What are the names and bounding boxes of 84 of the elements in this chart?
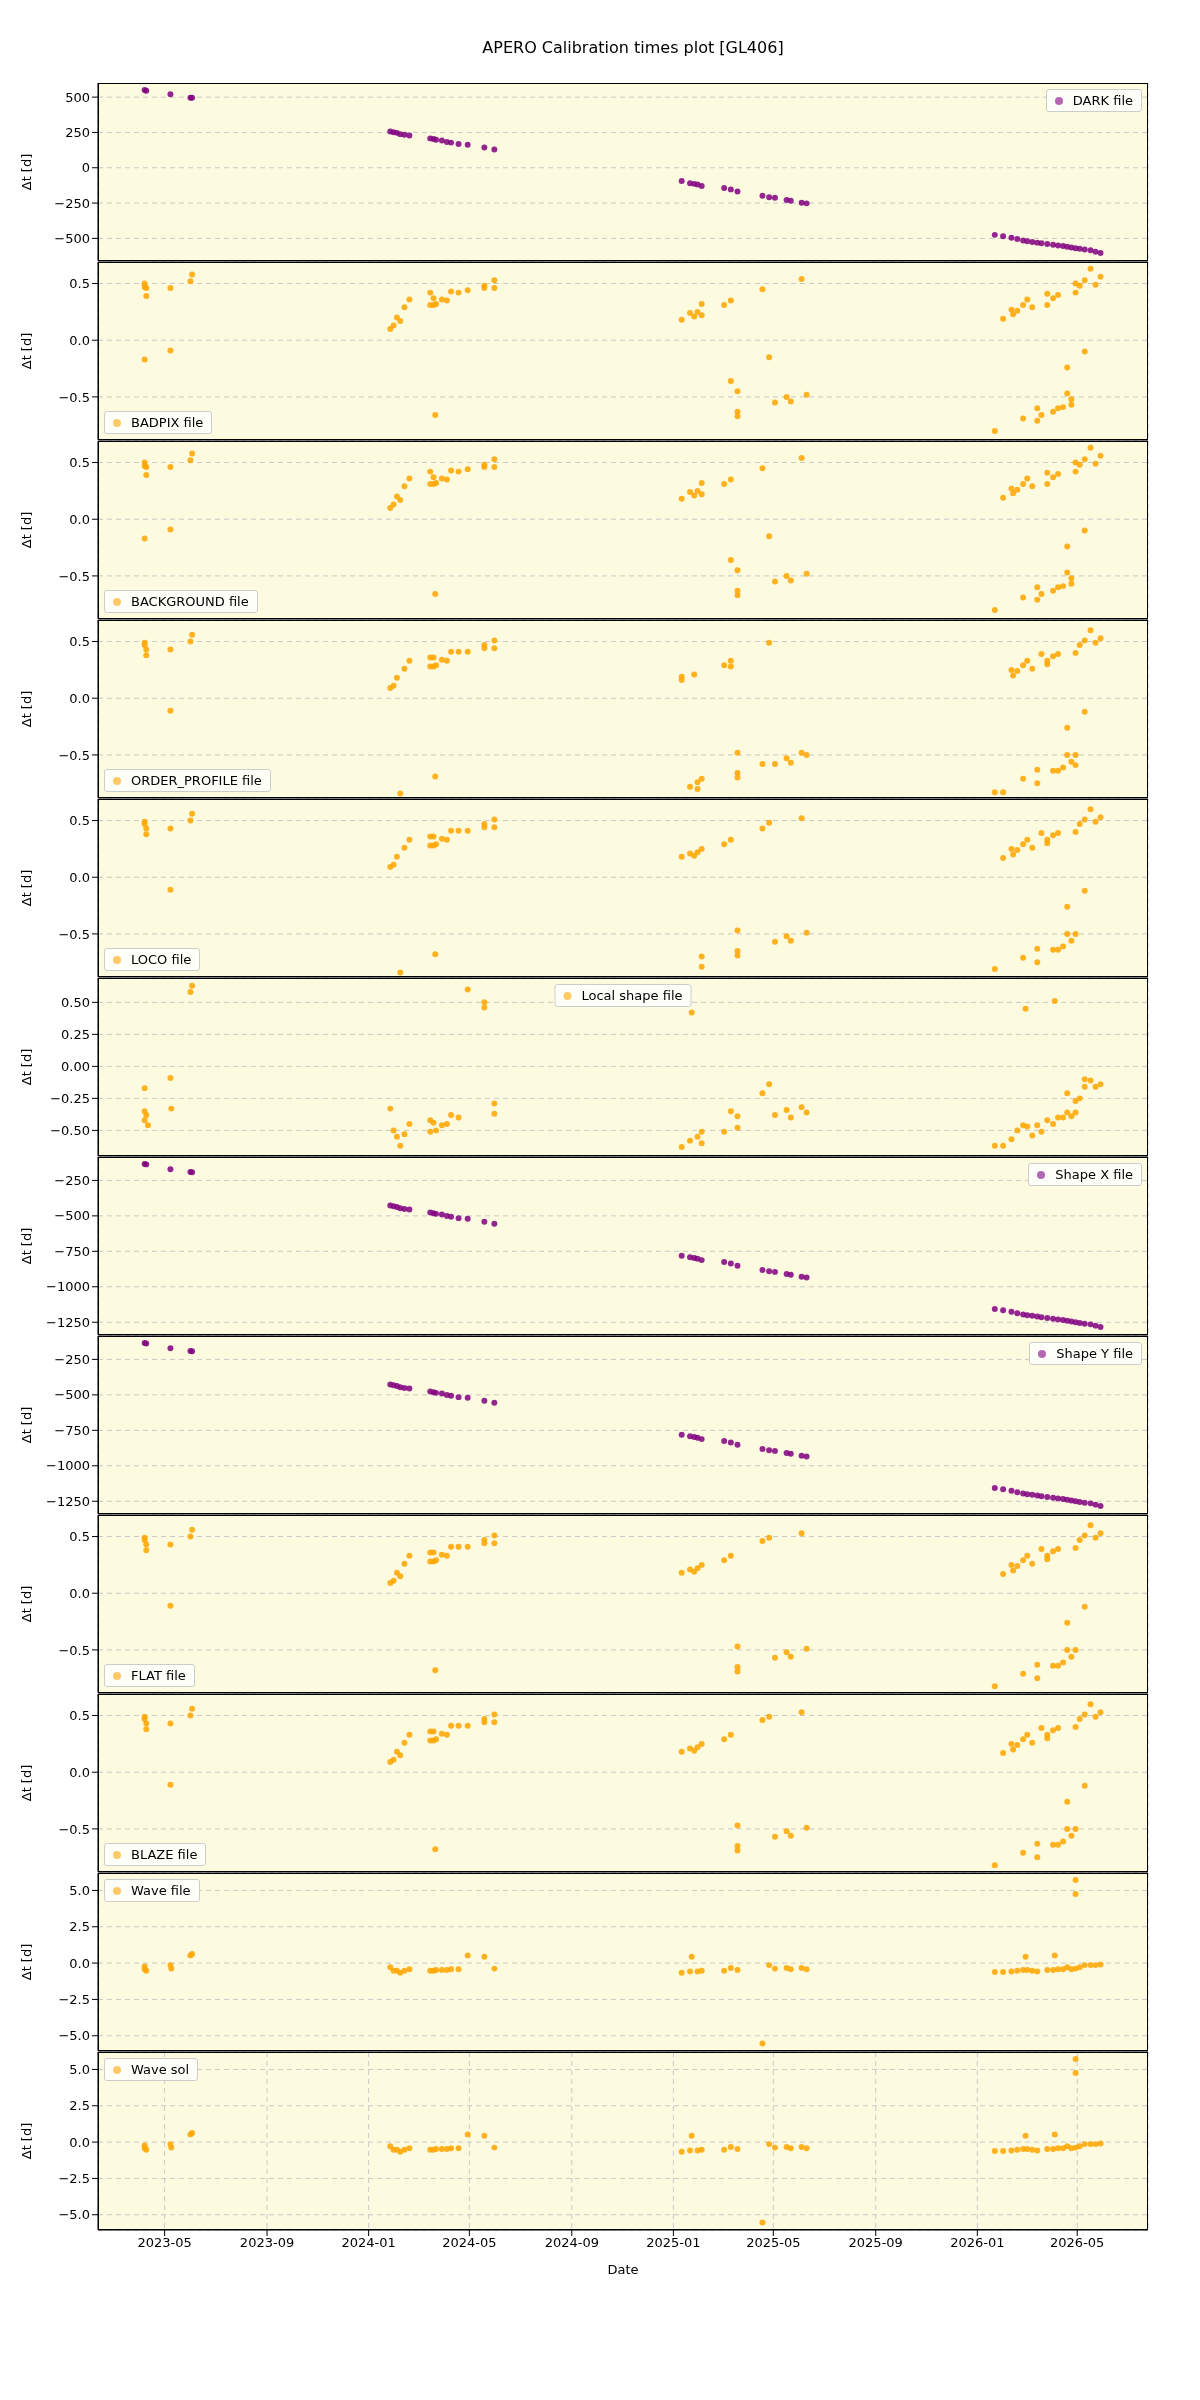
legend-label: BLAZE file <box>131 1847 198 1862</box>
y-tick-label: −1250 <box>46 1314 90 1330</box>
legend-label: BACKGROUND file <box>131 594 249 609</box>
y-tick-label: −750 <box>54 1422 90 1438</box>
y-tick-label: −250 <box>54 1173 90 1189</box>
y-axis-title: Δt [d] <box>18 869 34 907</box>
y-tick-label: 0.0 <box>69 511 90 527</box>
y-tick-label: 0.00 <box>61 1058 90 1074</box>
legend-label: Shape Y file <box>1056 1346 1133 1361</box>
y-axis-title: Δt [d] <box>18 1585 34 1623</box>
y-tick-label: 0.5 <box>69 813 90 829</box>
y-tick-label: −250 <box>54 195 90 211</box>
x-tick-label: 2025-01 <box>646 2235 701 2251</box>
y-tick-label: −2.5 <box>58 1992 90 2008</box>
x-tick-label: 2024-09 <box>544 2235 599 2251</box>
y-tick-label: 0.0 <box>69 1764 90 1780</box>
y-tick-label: 0.0 <box>69 690 90 706</box>
y-tick-label: −0.25 <box>50 1090 90 1106</box>
y-tick-label: 0.5 <box>69 634 90 650</box>
legend-label: Local shape file <box>581 988 683 1003</box>
y-axis-title: Δt [d] <box>18 1764 34 1802</box>
y-axis-title: Δt [d] <box>18 511 34 549</box>
legend-label: BADPIX file <box>131 415 204 430</box>
y-tick-label: 0.50 <box>61 994 90 1010</box>
legend-label: Wave file <box>131 1883 191 1898</box>
y-tick-label: 5.0 <box>69 2062 90 2078</box>
x-tick-label: 2026-05 <box>1050 2235 1105 2251</box>
y-tick-label: −500 <box>54 1208 90 1224</box>
y-tick-label: 0.5 <box>69 1708 90 1724</box>
legend-label: Wave sol <box>131 2062 190 2077</box>
y-tick-label: −0.5 <box>58 926 90 942</box>
y-tick-label: 0.5 <box>69 276 90 292</box>
y-tick-label: 0.25 <box>61 1026 90 1042</box>
x-tick-label: 2023-05 <box>137 2235 192 2251</box>
legend-label: DARK file <box>1072 93 1133 108</box>
y-tick-label: −0.5 <box>58 747 90 763</box>
y-tick-label: −500 <box>54 231 90 247</box>
y-tick-label: 0.5 <box>69 1529 90 1545</box>
y-tick-label: −750 <box>54 1243 90 1259</box>
y-tick-label: 0.0 <box>69 1955 90 1971</box>
y-tick-label: 2.5 <box>69 1919 90 1935</box>
y-axis-title: Δt [d] <box>18 1227 34 1265</box>
y-tick-label: −5.0 <box>58 2207 90 2223</box>
x-axis-title: Date <box>607 2262 639 2277</box>
x-tick-label: 2025-09 <box>848 2235 903 2251</box>
y-axis-title: Δt [d] <box>18 153 34 191</box>
y-tick-label: −1000 <box>46 1279 90 1295</box>
y-tick-label: 0.0 <box>69 1585 90 1601</box>
x-tick-label: 2023-09 <box>239 2235 295 2251</box>
y-tick-label: 0.0 <box>69 332 90 348</box>
y-tick-label: −1000 <box>46 1458 90 1474</box>
chart-title: APERO Calibration times plot [GL406] <box>481 37 785 59</box>
y-tick-label: −0.5 <box>58 389 90 405</box>
x-tick-label: 2024-05 <box>442 2235 497 2251</box>
y-axis-title: Δt [d] <box>18 690 34 728</box>
y-tick-label: −0.5 <box>58 568 90 584</box>
y-tick-label: 2.5 <box>69 2098 90 2114</box>
y-tick-label: −500 <box>54 1387 90 1403</box>
y-tick-label: −0.50 <box>50 1123 90 1138</box>
legend-label: LOCO file <box>131 952 192 967</box>
y-axis-title: Δt [d] <box>18 1406 34 1444</box>
x-tick-label: 2024-01 <box>341 2235 396 2251</box>
y-axis-title: Δt [d] <box>18 2122 34 2160</box>
legend-label: Shape X file <box>1055 1167 1133 1182</box>
y-tick-label: 0.0 <box>69 869 90 885</box>
y-tick-label: 0.5 <box>69 455 90 471</box>
y-tick-label: −0.5 <box>58 1821 90 1837</box>
y-tick-label: 0 <box>81 160 90 176</box>
legend-label: FLAT file <box>131 1668 186 1683</box>
y-tick-label: 5.0 <box>69 1883 90 1899</box>
y-tick-label: 250 <box>65 125 90 141</box>
y-axis-title: Δt [d] <box>18 1943 34 1981</box>
y-axis-title: Δt [d] <box>18 332 34 370</box>
y-tick-label: −5.0 <box>58 2028 90 2044</box>
y-tick-label: 0.0 <box>69 2134 90 2150</box>
y-tick-label: −2.5 <box>58 2171 90 2187</box>
legend-label: ORDER_PROFILE file <box>131 773 262 788</box>
x-tick-label: 2025-05 <box>746 2235 801 2251</box>
y-tick-label: −250 <box>54 1352 90 1368</box>
y-axis-title: Δt [d] <box>18 1048 34 1086</box>
y-tick-label: −0.5 <box>58 1642 90 1658</box>
x-tick-label: 2026-01 <box>950 2235 1005 2251</box>
y-tick-label: −1250 <box>46 1493 90 1509</box>
y-tick-label: 500 <box>65 89 90 105</box>
